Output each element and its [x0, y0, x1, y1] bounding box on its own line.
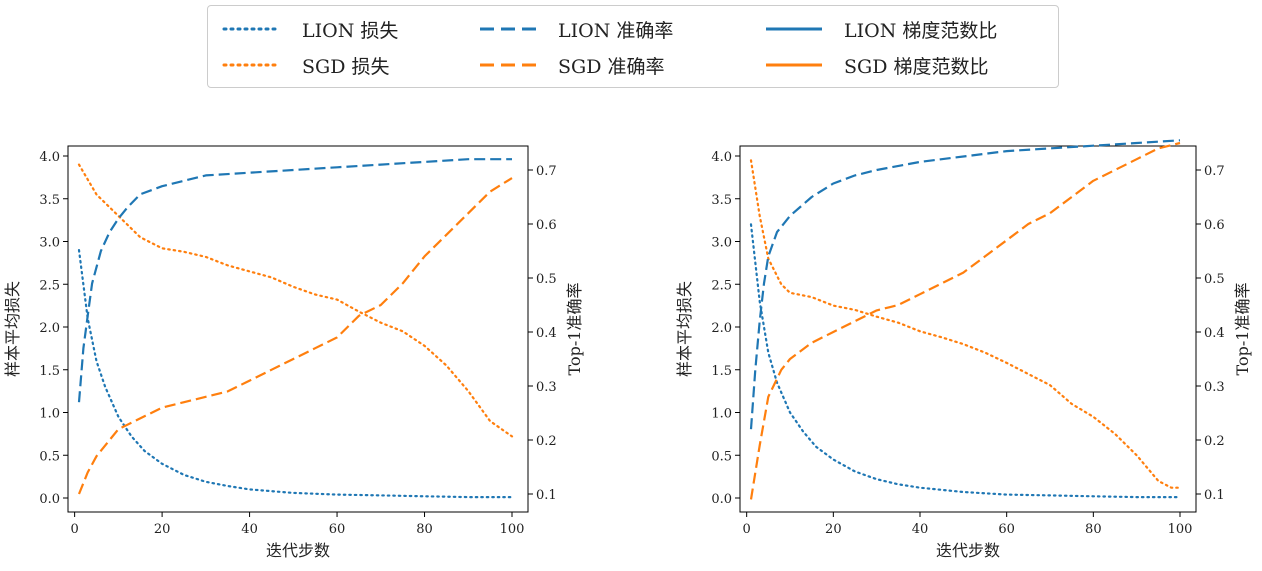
legend-swatch-lion-acc	[480, 27, 536, 31]
legend-label-lion-ratio: LION 梯度范数比	[844, 19, 998, 42]
legend-item-sgd-acc: SGD 准确率	[478, 50, 664, 80]
x-tick-label: 20	[825, 522, 842, 537]
series-line-1	[77, 249, 514, 499]
y2-tick-label: 0.6	[1204, 218, 1225, 233]
y-tick-label: 1.0	[711, 407, 732, 422]
y-tick-label: 2.5	[711, 278, 732, 293]
y2-tick-label: 0.4	[1204, 326, 1225, 341]
y-tick-label: 3.5	[39, 193, 60, 208]
series-line-2	[77, 163, 514, 438]
y2-tick-label: 0.4	[536, 326, 557, 341]
y-tick-label: 3.0	[711, 236, 732, 251]
legend: LION 损失 SGD 损失 LION 准确率 SGD 准确率 LION 梯度范…	[207, 5, 1059, 88]
y-tick-label: 2.0	[711, 321, 732, 336]
y2-tick-label: 0.5	[536, 272, 557, 287]
chart-panel-1: 0 20 40 60 80 100 0.0 0.5 1.0 1.5 2.0 2.5 3.0 3.5 4.0 0…	[3, 145, 584, 560]
legend-swatch-sgd-acc	[480, 63, 536, 67]
y-axis-label: 样本平均损失	[3, 281, 22, 377]
y-axis-label: 样本平均损失	[675, 281, 694, 377]
x-axis-label: 迭代步数	[266, 541, 330, 560]
y2-tick-label: 0.2	[1204, 434, 1225, 449]
y-tick-label: 2.0	[39, 321, 60, 336]
x-tick-label: 40	[912, 522, 929, 537]
legend-swatch-sgd-ratio	[766, 63, 822, 67]
x-tick-label: 60	[998, 522, 1015, 537]
legend-label-lion-loss: LION 损失	[302, 19, 399, 42]
y-tick-label: 3.5	[711, 193, 732, 208]
y-tick-label: 0.0	[39, 492, 60, 507]
x-tick-label: 100	[1168, 522, 1193, 537]
legend-label-sgd-acc: SGD 准确率	[558, 55, 665, 78]
y2-tick-label: 0.1	[536, 488, 557, 503]
series-line-2	[749, 159, 1182, 489]
y2-tick-label: 0.7	[1204, 164, 1225, 179]
y-tick-label: 4.0	[711, 150, 732, 165]
y-tick-label: 0.5	[711, 449, 732, 464]
y2-axis-label: Top-1准确率	[1233, 283, 1252, 376]
series-line-4	[749, 141, 1181, 500]
x-tick-label: 0	[70, 522, 78, 537]
chart-panel-2: 0 20 40 60 80 100 0.0 0.5 1.0 1.5 2.0 2.5 3.0 3.5 4.0 0…	[675, 139, 1252, 560]
legend-item-sgd-ratio: SGD 梯度范数比	[764, 50, 988, 80]
legend-swatch-lion-ratio	[766, 27, 822, 31]
y2-tick-label: 0.3	[536, 380, 557, 395]
legend-item-lion-loss: LION 损失	[222, 14, 398, 44]
legend-item-lion-acc: LION 准确率	[478, 14, 673, 44]
y-tick-label: 1.5	[39, 364, 60, 379]
x-tick-label: 40	[241, 522, 258, 537]
x-tick-label: 60	[329, 522, 346, 537]
series-line-3	[749, 139, 1181, 430]
series-line-1	[749, 223, 1182, 499]
x-tick-label: 0	[743, 522, 751, 537]
legend-swatch-lion-loss	[222, 27, 282, 31]
y2-tick-label: 0.2	[536, 434, 557, 449]
x-tick-label: 20	[154, 522, 171, 537]
x-tick-label: 100	[500, 522, 525, 537]
y-tick-label: 2.5	[39, 278, 60, 293]
y2-tick-label: 0.5	[1204, 272, 1225, 287]
legend-swatch-sgd-loss	[222, 63, 282, 67]
x-tick-label: 80	[1085, 522, 1102, 537]
x-axis-label: 迭代步数	[936, 541, 1000, 560]
y2-axis-label: Top-1准确率	[565, 283, 584, 376]
legend-label-lion-acc: LION 准确率	[558, 19, 674, 42]
series-line-3	[77, 158, 512, 403]
legend-item-lion-ratio: LION 梯度范数比	[764, 14, 997, 44]
y-tick-label: 1.5	[711, 364, 732, 379]
y-tick-label: 3.0	[39, 236, 60, 251]
y-tick-label: 4.0	[39, 150, 60, 165]
legend-item-sgd-loss: SGD 损失	[222, 50, 389, 80]
y2-tick-label: 0.6	[536, 218, 557, 233]
series-line-4	[77, 177, 513, 495]
legend-label-sgd-loss: SGD 损失	[302, 55, 390, 78]
y2-tick-label: 0.3	[1204, 380, 1225, 395]
y-tick-label: 1.0	[39, 407, 60, 422]
legend-label-sgd-ratio: SGD 梯度范数比	[844, 55, 989, 78]
plot-frame	[67, 145, 529, 513]
plot-frame	[739, 145, 1197, 513]
y2-tick-label: 0.7	[536, 164, 557, 179]
y-tick-label: 0.0	[711, 492, 732, 507]
y-tick-label: 0.5	[39, 449, 60, 464]
x-tick-label: 80	[416, 522, 433, 537]
y2-tick-label: 0.1	[1204, 488, 1225, 503]
